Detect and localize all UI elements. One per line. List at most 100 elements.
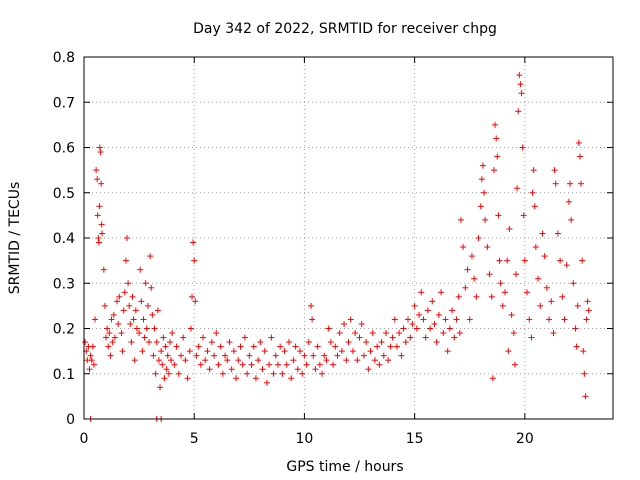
data-point <box>277 343 284 350</box>
data-point <box>131 357 138 364</box>
data-point <box>584 298 591 305</box>
data-point <box>200 334 207 341</box>
data-point <box>572 325 579 332</box>
data-point <box>136 330 143 337</box>
data-point <box>567 180 574 187</box>
data-point <box>554 230 561 237</box>
data-point <box>160 334 167 341</box>
data-point <box>149 311 156 318</box>
data-point <box>128 339 135 346</box>
data-point <box>159 361 166 368</box>
data-point <box>325 325 332 332</box>
data-point <box>281 348 288 355</box>
data-point <box>115 320 122 327</box>
data-point <box>363 339 370 346</box>
data-point <box>546 316 553 323</box>
data-point <box>87 352 94 359</box>
x-tick-label: 5 <box>190 431 199 447</box>
data-point <box>424 307 431 314</box>
data-point <box>314 343 321 350</box>
data-point <box>356 334 363 341</box>
data-point <box>365 366 372 373</box>
data-point <box>532 244 539 251</box>
data-point <box>193 352 200 359</box>
data-point <box>162 343 169 350</box>
y-tick-label: 0.4 <box>53 231 75 247</box>
data-point <box>137 266 144 273</box>
data-point <box>578 180 585 187</box>
data-point <box>396 330 403 337</box>
data-point <box>119 348 126 355</box>
data-point <box>105 343 112 350</box>
data-point <box>374 343 381 350</box>
data-point <box>402 339 409 346</box>
data-points <box>82 72 592 422</box>
data-point <box>104 325 111 332</box>
y-tick-label: 0.6 <box>53 141 75 157</box>
data-point <box>139 348 146 355</box>
data-point <box>308 302 315 309</box>
data-point <box>427 325 434 332</box>
data-point <box>493 135 500 142</box>
data-point <box>126 302 133 309</box>
data-point <box>98 180 105 187</box>
data-point <box>259 366 266 373</box>
data-point <box>132 307 139 314</box>
data-point <box>111 334 118 341</box>
y-tick-label: 0.7 <box>53 95 75 111</box>
data-point <box>511 361 518 368</box>
data-point <box>297 348 304 355</box>
data-point <box>409 320 416 327</box>
data-point <box>165 370 172 377</box>
data-point <box>479 162 486 169</box>
data-point <box>398 352 405 359</box>
data-point <box>89 343 96 350</box>
data-point <box>338 348 345 355</box>
data-point <box>166 339 173 346</box>
data-point <box>526 316 533 323</box>
data-point <box>208 339 215 346</box>
data-point <box>168 357 175 364</box>
data-point <box>100 266 107 273</box>
y-tick-label: 0 <box>66 412 75 428</box>
data-point <box>343 357 350 364</box>
data-point <box>573 343 580 350</box>
data-point <box>336 330 343 337</box>
data-point <box>508 311 515 318</box>
y-tick-label: 0.8 <box>53 50 75 66</box>
data-point <box>471 275 478 282</box>
data-point <box>321 352 328 359</box>
data-point <box>456 330 463 337</box>
data-point <box>468 253 475 260</box>
data-point <box>182 357 189 364</box>
data-point <box>451 334 458 341</box>
data-point <box>416 311 423 318</box>
data-point <box>449 307 456 314</box>
data-point <box>431 320 438 327</box>
data-point <box>239 361 246 368</box>
data-point <box>488 293 495 300</box>
data-point <box>173 343 180 350</box>
data-point <box>407 334 414 341</box>
data-point <box>543 284 550 291</box>
data-point <box>161 375 168 382</box>
data-point <box>576 153 583 160</box>
data-point <box>517 81 524 88</box>
data-point <box>391 316 398 323</box>
data-point <box>266 361 273 368</box>
data-point <box>369 330 376 337</box>
data-point <box>244 370 251 377</box>
grid <box>84 57 613 419</box>
data-point <box>516 72 523 79</box>
data-point <box>482 216 489 223</box>
data-point <box>376 361 383 368</box>
data-point <box>270 370 277 377</box>
data-point <box>279 370 286 377</box>
data-point <box>290 357 297 364</box>
data-point <box>495 212 502 219</box>
data-point <box>158 348 165 355</box>
data-point <box>94 176 101 183</box>
data-point <box>528 334 535 341</box>
data-point <box>86 366 93 373</box>
data-point <box>505 348 512 355</box>
